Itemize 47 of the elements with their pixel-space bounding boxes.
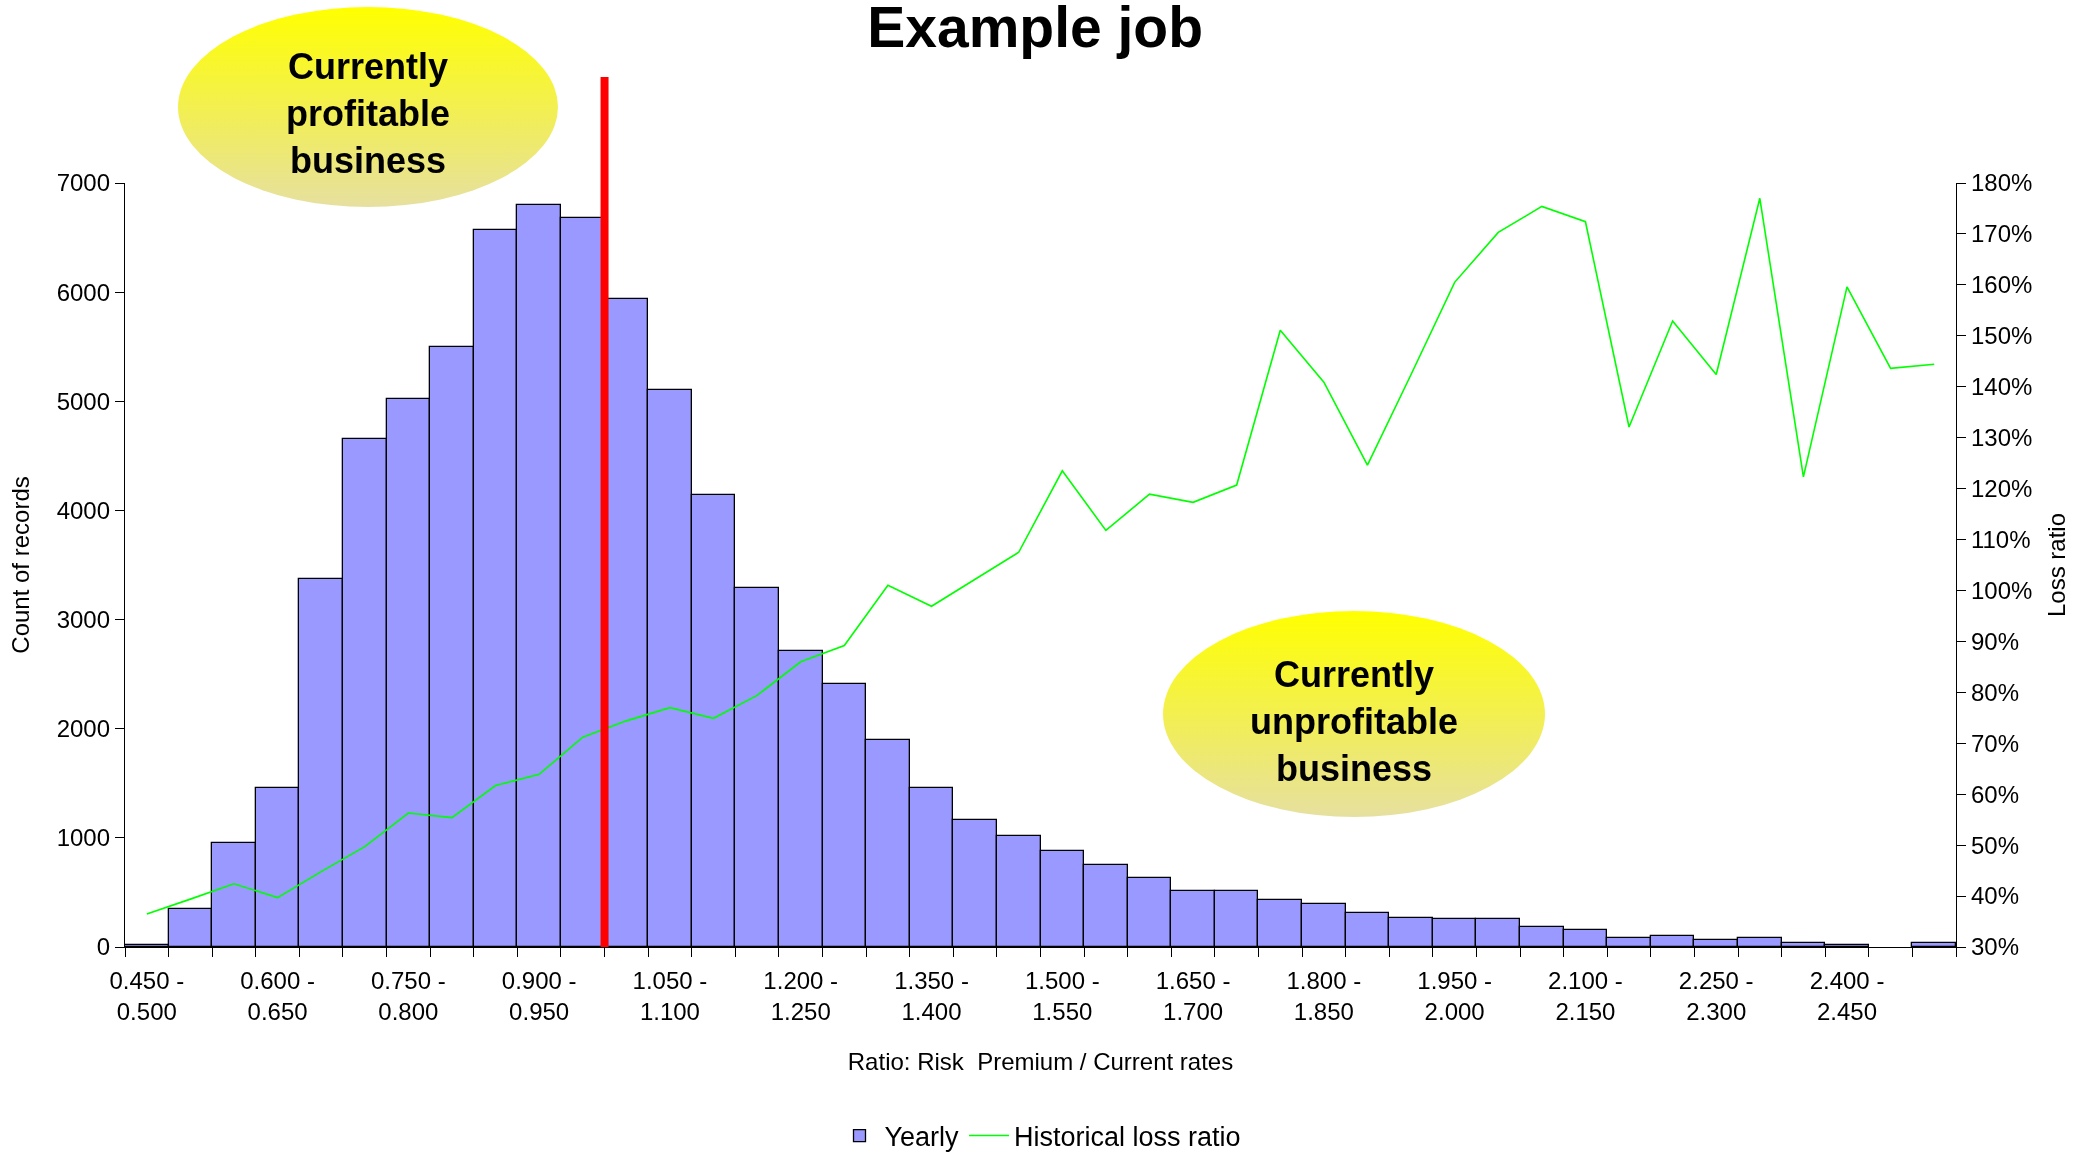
y2-tick-label: 90% <box>1970 627 2019 655</box>
x-tick-label: 1.050 - 1.100 <box>632 966 708 1026</box>
line-series <box>146 197 1935 915</box>
y-tick-label: 4000 <box>56 496 111 524</box>
y-tick-label: 1000 <box>56 824 111 852</box>
legend-label: Historical loss ratio <box>1014 1122 1241 1152</box>
y-tick-label: 6000 <box>56 278 111 306</box>
y2-tick-label: 100% <box>1970 576 2033 604</box>
x-tick-label: 0.750 - 0.800 <box>371 966 446 1026</box>
x-tick-label: 1.800 - 1.850 <box>1286 966 1362 1026</box>
x-tick-label: 1.500 - 1.550 <box>1024 966 1100 1026</box>
x-tick-label: 0.600 - 0.650 <box>240 966 315 1026</box>
y-tick-label: 5000 <box>56 387 111 415</box>
y-tick-label: 7000 <box>56 169 111 197</box>
x-tick-label: 1.650 - 1.700 <box>1155 966 1231 1026</box>
y2-tick-label: 120% <box>1970 475 2033 502</box>
y2-tick-label: 50% <box>1970 831 2019 859</box>
y2-tick-label: 130% <box>1970 424 2033 452</box>
x-tick-label: 1.350 - 1.400 <box>894 966 969 1026</box>
y2-tick-label: 140% <box>1970 373 2033 401</box>
y2-tick-label: 60% <box>1970 780 2019 808</box>
y2-tick-label: 80% <box>1970 678 2019 706</box>
y-tick-label: 2000 <box>56 715 111 743</box>
y2-tick-label: 170% <box>1970 220 2033 248</box>
y2-tick-label: 160% <box>1970 271 2033 299</box>
annotation: Currently unprofitable business <box>1250 654 1458 789</box>
x-tick-label: 2.250 - 2.300 <box>1678 966 1754 1026</box>
y2-tick-label: 40% <box>1970 882 2019 910</box>
text: Currently profitable business <box>286 46 451 181</box>
y2-tick-label: 70% <box>1970 729 2019 757</box>
x-axis-title: Ratio: Risk Premium / Current rates <box>847 1048 1234 1076</box>
y2-tick-label: 30% <box>1970 933 2019 961</box>
y-tick-label: 0 <box>96 933 111 961</box>
y2-tick-label: 150% <box>1970 322 2033 350</box>
y2-tick-label: 110% <box>1970 525 2031 553</box>
x-tick-label: 1.200 - 1.250 <box>763 966 839 1026</box>
x-tick-label: 0.450 - 0.500 <box>109 966 185 1026</box>
y2-axis-title: Loss ratio <box>2042 512 2070 618</box>
y-axis-title: Count of records <box>6 476 34 654</box>
x-tick-label: 2.100 - 2.150 <box>1548 966 1623 1026</box>
chart-title: Example job <box>867 0 1203 59</box>
x-tick-label: 0.900 - 0.950 <box>501 966 577 1026</box>
y-tick-label: 3000 <box>56 605 111 633</box>
y2-tick-label: 180% <box>1970 169 2033 197</box>
legend-label: Yearly <box>884 1122 960 1152</box>
x-tick-label: 2.400 - 2.450 <box>1809 966 1885 1026</box>
x-tick-label: 1.950 - 2.000 <box>1417 966 1493 1026</box>
